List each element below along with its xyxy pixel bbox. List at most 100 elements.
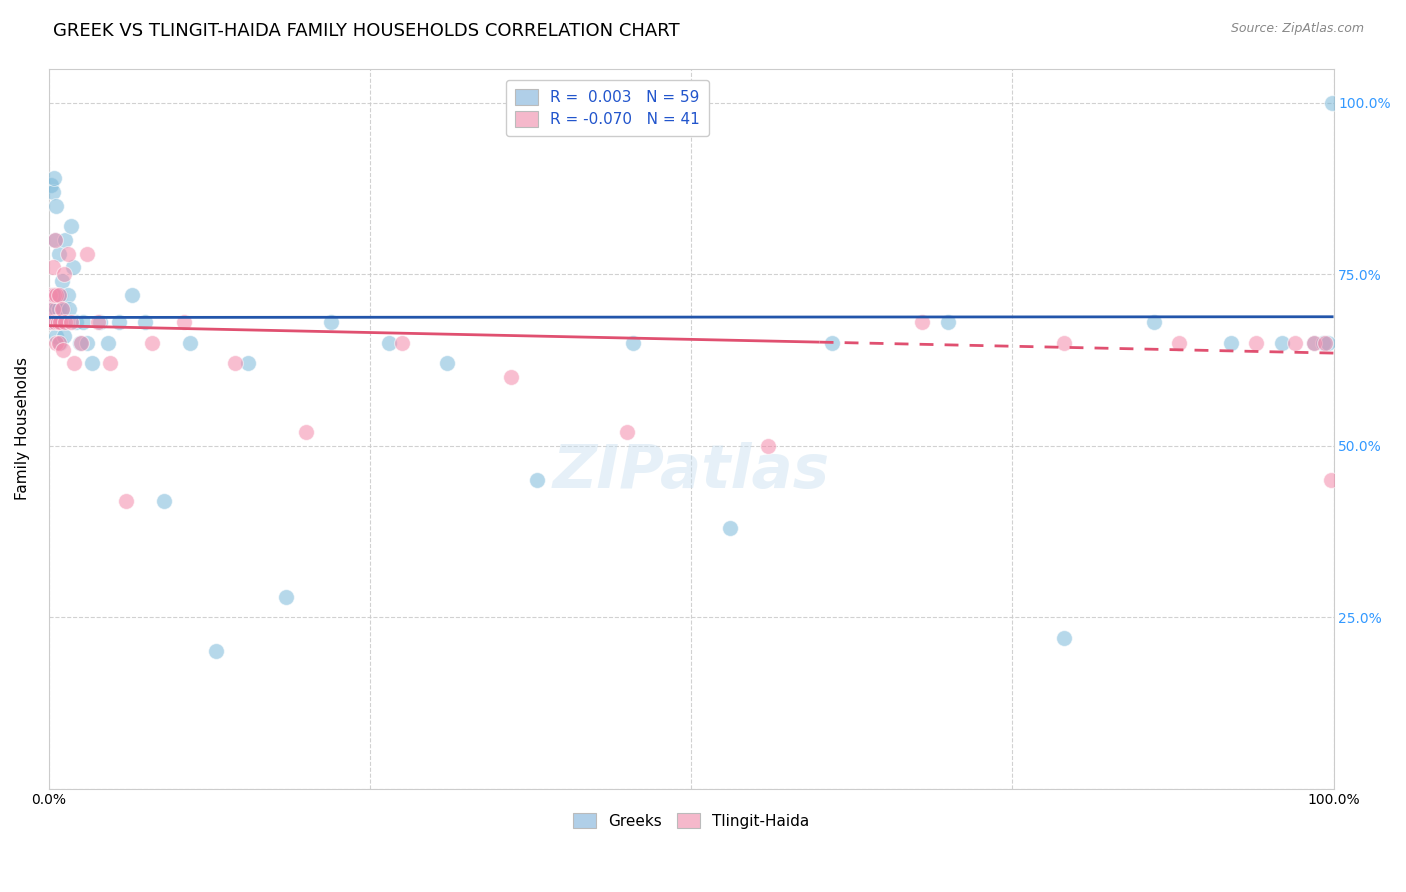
Point (616, 425, 638, 439)
Point (1317, 335, 1340, 350)
Point (41, 260, 63, 275)
Point (236, 356, 259, 370)
Point (89, 315, 111, 329)
Point (45, 329, 67, 343)
Point (204, 644, 226, 658)
Point (1143, 315, 1166, 329)
Point (97, 335, 120, 350)
Point (42, 171, 65, 186)
Point (41, 185, 63, 199)
Point (1271, 335, 1294, 350)
Point (1312, 335, 1334, 350)
Point (121, 288, 143, 302)
Point (44, 233, 66, 247)
Point (44, 315, 66, 329)
Point (42, 288, 65, 302)
Point (48, 301, 70, 316)
Point (621, 335, 644, 350)
Point (49, 315, 72, 329)
Point (378, 335, 401, 350)
Point (39, 315, 62, 329)
Legend: Greeks, Tlingit-Haida: Greeks, Tlingit-Haida (567, 806, 815, 835)
Point (41, 315, 63, 329)
Point (69, 335, 91, 350)
Point (76, 246, 98, 260)
Point (46, 315, 69, 329)
Text: ZIPatlas: ZIPatlas (553, 442, 830, 501)
Point (44, 315, 66, 329)
Point (41, 301, 63, 316)
Point (53, 329, 76, 343)
Point (59, 315, 82, 329)
Point (41, 315, 63, 329)
Point (911, 315, 934, 329)
Point (173, 315, 195, 329)
Point (179, 335, 201, 350)
Point (39, 288, 62, 302)
Point (63, 356, 86, 370)
Point (49, 335, 72, 350)
Point (51, 274, 73, 288)
Point (153, 493, 176, 508)
Point (108, 315, 131, 329)
Point (46, 288, 69, 302)
Point (276, 590, 298, 604)
Point (51, 315, 73, 329)
Point (48, 288, 70, 302)
Point (82, 356, 104, 370)
Point (1284, 335, 1306, 350)
Point (294, 425, 316, 439)
Point (1322, 95, 1344, 110)
Point (76, 335, 98, 350)
Point (45, 335, 67, 350)
Point (391, 335, 413, 350)
Point (53, 267, 76, 281)
Point (756, 439, 779, 453)
Point (936, 315, 959, 329)
Point (114, 493, 136, 508)
Point (436, 356, 458, 370)
Point (501, 370, 523, 384)
Point (1168, 335, 1191, 350)
Point (1053, 335, 1076, 350)
Point (1053, 631, 1076, 645)
Point (45, 301, 67, 316)
Point (1320, 473, 1343, 487)
Point (1303, 335, 1326, 350)
Point (52, 301, 75, 316)
Text: GREEK VS TLINGIT-HAIDA FAMILY HOUSEHOLDS CORRELATION CHART: GREEK VS TLINGIT-HAIDA FAMILY HOUSEHOLDS… (53, 22, 681, 40)
Point (46, 315, 69, 329)
Point (52, 343, 75, 357)
Point (55, 315, 77, 329)
Point (49, 288, 72, 302)
Point (526, 473, 548, 487)
Point (51, 301, 73, 316)
Point (1219, 335, 1241, 350)
Point (56, 288, 79, 302)
Y-axis label: Family Households: Family Households (15, 357, 30, 500)
Point (45, 199, 67, 213)
Point (718, 521, 741, 535)
Point (48, 246, 70, 260)
Point (41, 301, 63, 316)
Point (1303, 335, 1326, 350)
Point (1313, 335, 1336, 350)
Text: Source: ZipAtlas.com: Source: ZipAtlas.com (1230, 22, 1364, 36)
Point (58, 301, 80, 316)
Point (48, 335, 70, 350)
Point (1246, 335, 1268, 350)
Point (321, 315, 343, 329)
Point (41, 178, 63, 193)
Point (70, 335, 93, 350)
Point (134, 315, 156, 329)
Point (55, 233, 77, 247)
Point (224, 356, 246, 370)
Point (821, 335, 844, 350)
Point (59, 219, 82, 234)
Point (45, 288, 67, 302)
Point (44, 233, 66, 247)
Point (56, 246, 79, 260)
Point (65, 315, 87, 329)
Point (100, 356, 122, 370)
Point (44, 294, 66, 309)
